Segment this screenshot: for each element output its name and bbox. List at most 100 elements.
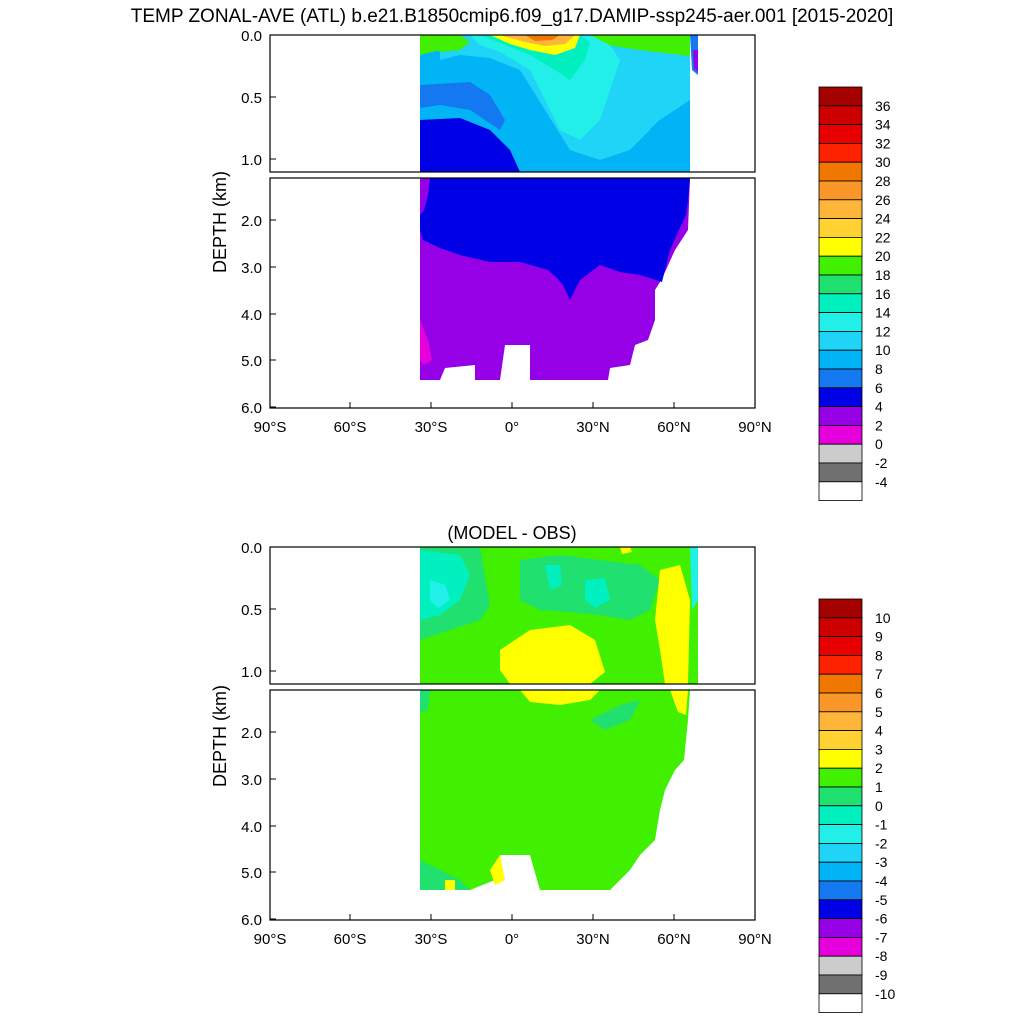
colorbar-label: -1 [875,817,888,833]
y-tick-label: 0.0 [241,28,262,45]
colorbar-label: 28 [875,173,891,189]
colorbar-swatch [818,673,863,694]
colorbar-label: 2 [875,760,883,776]
y-tick-label: 1.0 [241,152,262,169]
y-tick-label: 1.0 [241,664,262,681]
colorbar-swatch [818,368,863,389]
y-tick-label: 0.5 [241,90,262,107]
colorbar-swatch [818,330,863,351]
x-tick-label: 60°S [334,931,367,948]
colorbar-swatch [818,142,863,163]
colorbar-swatch [818,293,863,313]
colorbar-swatch [818,199,863,220]
colorbar-swatch [818,918,863,938]
difference-upper-frame [269,546,756,685]
colorbar-label: 12 [875,323,891,339]
colorbar-swatch [818,636,863,656]
difference-upper-field [420,547,698,684]
colorbar-label: -4 [875,474,888,490]
colorbar-swatch [818,255,863,276]
colorbar-label: -5 [875,892,888,908]
temperature-panel: 0.0 0.5 1.0 2.0 3.0 4.0 5.0 6.0 DEPTH (k… [210,28,891,501]
difference-lower-field [420,690,690,890]
x-tick-label: 90°N [738,419,772,436]
colorbar-label: 36 [875,98,891,114]
y-tick-label: 2.0 [241,213,262,230]
colorbar-label: 9 [875,629,883,645]
colorbar-label: 6 [875,685,883,701]
temperature-y-axis: 0.0 0.5 1.0 2.0 3.0 4.0 5.0 6.0 DEPTH (k… [210,28,276,417]
colorbar-label: 5 [875,704,883,720]
x-tick-label: 30°N [576,931,610,948]
x-tick-label: 60°S [334,419,367,436]
colorbar-label: 1 [875,779,883,795]
colorbar-swatch [818,312,863,332]
y-axis-title: DEPTH (km) [210,171,230,273]
colorbar-label: -9 [875,967,888,983]
x-tick-label: 60°N [657,419,691,436]
colorbar-label: 6 [875,380,883,396]
x-tick-label: 30°S [415,419,448,436]
x-tick-label: 0° [505,419,519,436]
colorbar-swatch [818,880,863,901]
colorbar-label: 10 [875,610,891,626]
difference-x-axis: 90°S 60°S 30°S 0° 30°N 60°N 90°N [254,914,772,948]
colorbar-swatch [818,617,863,637]
colorbar-swatch [818,711,863,731]
colorbar-swatch [818,218,863,238]
colorbar-swatch [818,937,863,957]
y-axis-title: DEPTH (km) [210,685,230,787]
colorbar-swatch [818,462,863,483]
colorbar-label: 24 [875,211,891,227]
colorbar-label: -2 [875,455,888,471]
colorbar-swatch [818,899,863,919]
colorbar-label: 32 [875,135,891,151]
y-tick-label: 0.0 [241,540,262,557]
colorbar-swatch [818,180,863,201]
colorbar-label: -7 [875,929,888,945]
x-tick-label: 90°S [254,419,287,436]
colorbar-label: 22 [875,229,891,245]
colorbar-swatch [818,843,863,863]
colorbar-label: -6 [875,911,888,927]
y-tick-label: 2.0 [241,725,262,742]
temperature-upper-frame [269,34,756,173]
y-tick-label: 0.5 [241,602,262,619]
colorbar-label: 3 [875,741,883,757]
colorbar-label: 4 [875,399,883,415]
y-tick-label: 3.0 [241,260,262,277]
colorbar-label: 4 [875,723,883,739]
colorbar-label: 30 [875,154,891,170]
colorbar-swatch [818,861,863,882]
panel-title: (MODEL - OBS) [447,523,576,543]
colorbar-swatch [818,274,863,295]
y-tick-label: 5.0 [241,353,262,370]
colorbar-label: 10 [875,342,891,358]
colorbar-label: 26 [875,192,891,208]
colorbar-swatch [818,598,863,619]
temperature-upper-field [420,35,698,172]
colorbar-swatch [818,730,863,750]
x-tick-label: 60°N [657,931,691,948]
y-tick-label: 6.0 [241,400,262,417]
colorbar-label: 8 [875,647,883,663]
y-tick-label: 6.0 [241,912,262,929]
colorbar-label: 18 [875,267,891,283]
colorbar-swatch [818,424,863,445]
colorbar-swatch [818,406,863,426]
colorbar-swatch [818,443,863,464]
colorbar-label: 0 [875,798,883,814]
y-tick-label: 4.0 [241,819,262,836]
colorbar-label: -3 [875,854,888,870]
page-title: TEMP ZONAL-AVE (ATL) b.e21.B1850cmip6.f0… [130,6,894,27]
x-tick-label: 90°N [738,931,772,948]
difference-panel: (MODEL - OBS) [210,523,895,1013]
colorbar-swatch [818,993,863,1013]
colorbar-swatch [818,86,863,107]
colorbar-swatch [818,786,863,807]
colorbar-label: 7 [875,666,883,682]
colorbar-swatch [818,805,863,825]
